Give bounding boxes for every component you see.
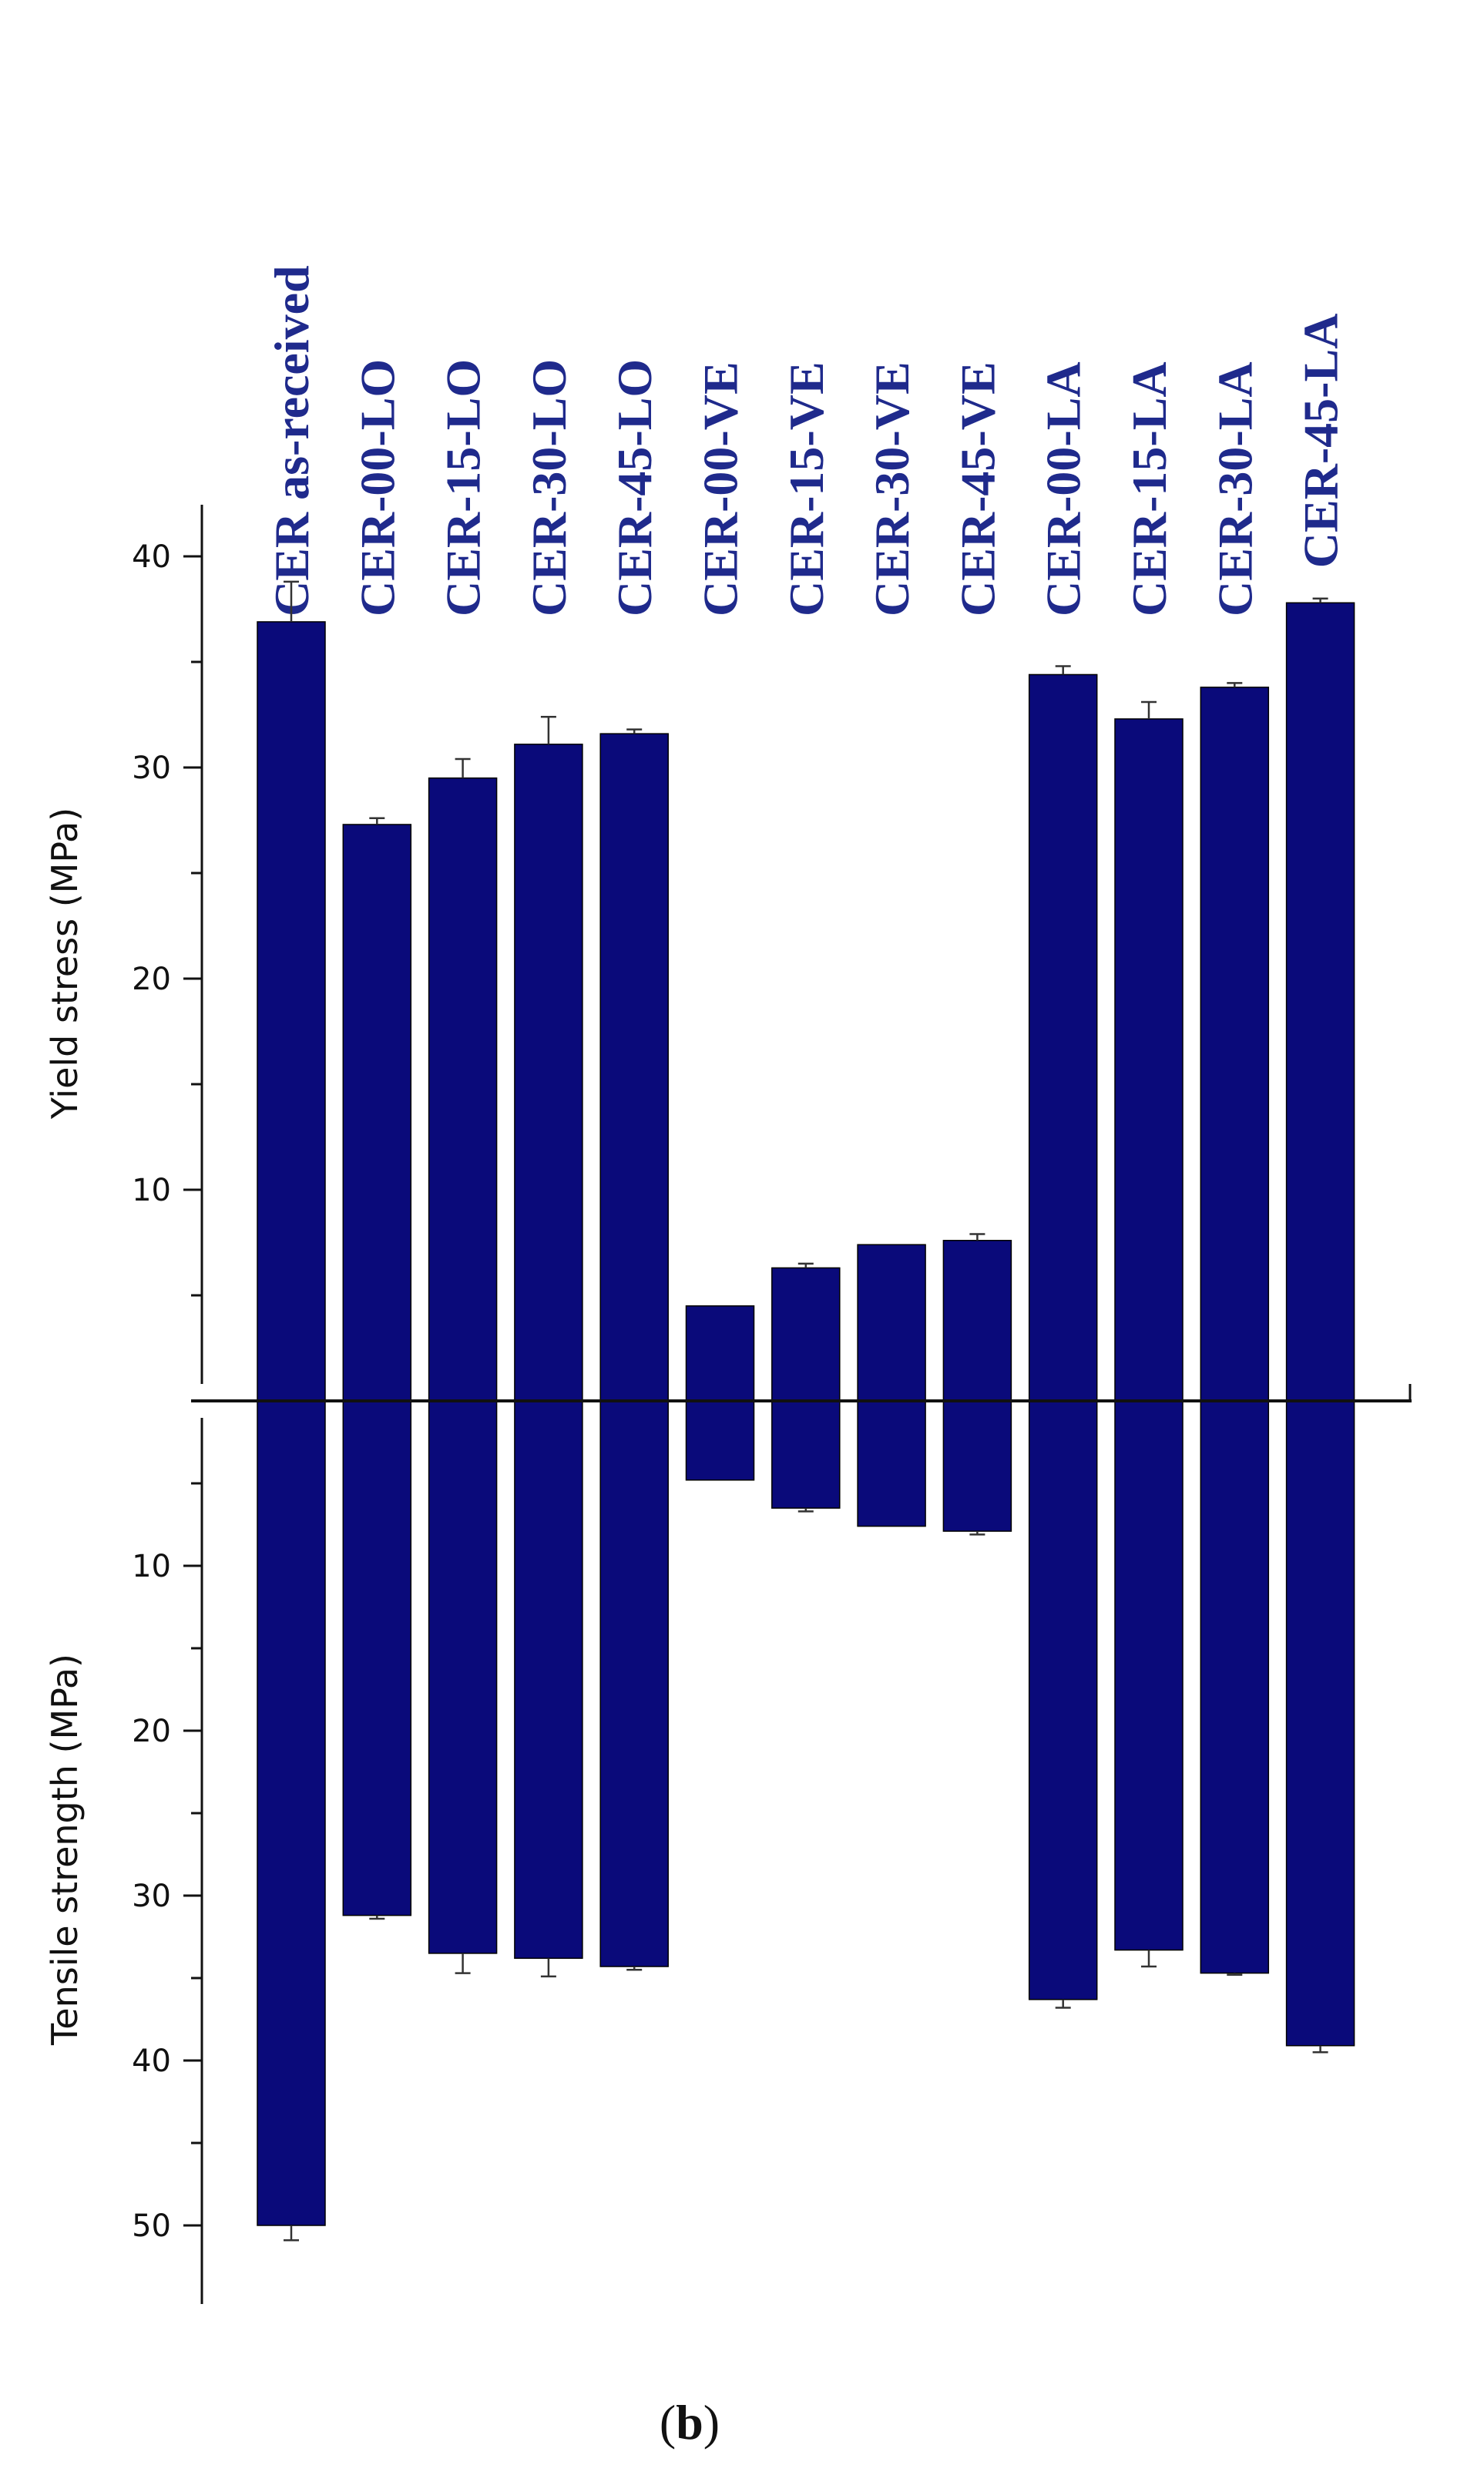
category-label-cer-30-lo: CER-30-LO xyxy=(522,359,576,616)
category-label-cer-00-ve: CER-00-VE xyxy=(693,361,748,616)
bar-tensile-cer-as-received xyxy=(257,1400,326,2226)
category-label-cer-15-ve: CER-15-VE xyxy=(779,361,834,616)
tick-label-yield: 20 xyxy=(132,962,171,997)
tick-label-tensile: 20 xyxy=(132,1714,171,1749)
yield-stress-bars xyxy=(257,580,1355,1402)
bar-tensile-cer-30-ve xyxy=(857,1400,926,1527)
bar-tensile-cer-15-ve xyxy=(771,1400,841,1509)
bar-tensile-cer-15-lo xyxy=(428,1400,498,1954)
tensile-strength-ticks: 10 20 30 40 50 xyxy=(132,1482,202,2244)
bar-tensile-cer-30-lo xyxy=(514,1400,583,1960)
tick-label-tensile: 30 xyxy=(132,1879,171,1914)
y-axis-title-bottom: Tensile strength (MPa) xyxy=(44,1654,86,2046)
category-label-cer-45-lo: CER-45-LO xyxy=(607,359,662,616)
bar-yield-cer-30-la xyxy=(1200,687,1270,1402)
tick-label-yield: 40 xyxy=(132,539,171,575)
bar-yield-cer-15-ve xyxy=(771,1267,841,1402)
tick-label-tensile: 40 xyxy=(132,2044,171,2079)
bar-yield-cer-as-received xyxy=(257,621,326,1402)
bar-yield-cer-00-ve xyxy=(685,1305,755,1402)
bar-yield-cer-45-lo xyxy=(599,733,669,1402)
panel-label: (b) xyxy=(660,2395,720,2450)
category-labels: CER as-received CER-00-LO CER-15-LO CER-30-… xyxy=(264,265,1348,616)
bar-yield-cer-30-ve xyxy=(857,1244,926,1402)
tick-label-yield: 10 xyxy=(132,1173,171,1208)
bar-yield-cer-15-lo xyxy=(428,777,498,1402)
category-label-cer-45-ve: CER-45-VE xyxy=(950,361,1005,616)
bar-yield-cer-45-la xyxy=(1285,602,1355,1402)
category-label-cer-00-lo: CER-00-LO xyxy=(350,359,405,616)
bar-tensile-cer-00-ve xyxy=(685,1400,755,1481)
bar-yield-cer-15-la xyxy=(1114,718,1184,1402)
y-axis-title-top: Yield stress (MPa) xyxy=(44,808,86,1120)
bar-yield-cer-45-ve xyxy=(942,1240,1012,1402)
category-label-cer-15-lo: CER-15-LO xyxy=(436,359,491,616)
category-label-cer-15-la: CER-15-LA xyxy=(1122,361,1177,616)
yield-stress-ticks: 10 20 30 40 xyxy=(132,539,202,1297)
bar-tensile-cer-00-lo xyxy=(342,1400,412,1916)
tick-label-yield: 30 xyxy=(132,751,171,786)
category-label-cer-30-ve: CER-30-VE xyxy=(865,361,919,616)
bar-tensile-cer-45-lo xyxy=(599,1400,669,1967)
bar-tensile-cer-00-la xyxy=(1028,1400,1098,2000)
bar-tensile-cer-15-la xyxy=(1114,1400,1184,1951)
category-label-cer-30-la: CER-30-LA xyxy=(1207,361,1262,616)
category-label-cer-as-received: CER as-received xyxy=(264,265,319,616)
bar-tensile-cer-45-ve xyxy=(942,1400,1012,1532)
category-label-cer-45-la: CER-45-LA xyxy=(1294,314,1348,569)
bar-tensile-cer-45-la xyxy=(1285,1400,1355,2047)
category-label-cer-00-la: CER-00-LA xyxy=(1036,361,1091,616)
tick-label-tensile: 50 xyxy=(132,2208,171,2244)
tick-label-tensile: 10 xyxy=(132,1549,171,1584)
bar-yield-cer-00-la xyxy=(1028,673,1098,1402)
bar-tensile-cer-30-la xyxy=(1200,1400,1270,1974)
bar-yield-cer-00-lo xyxy=(342,824,412,1402)
tensile-strength-bars xyxy=(257,1400,1355,2242)
bar-yield-cer-30-lo xyxy=(514,744,583,1402)
